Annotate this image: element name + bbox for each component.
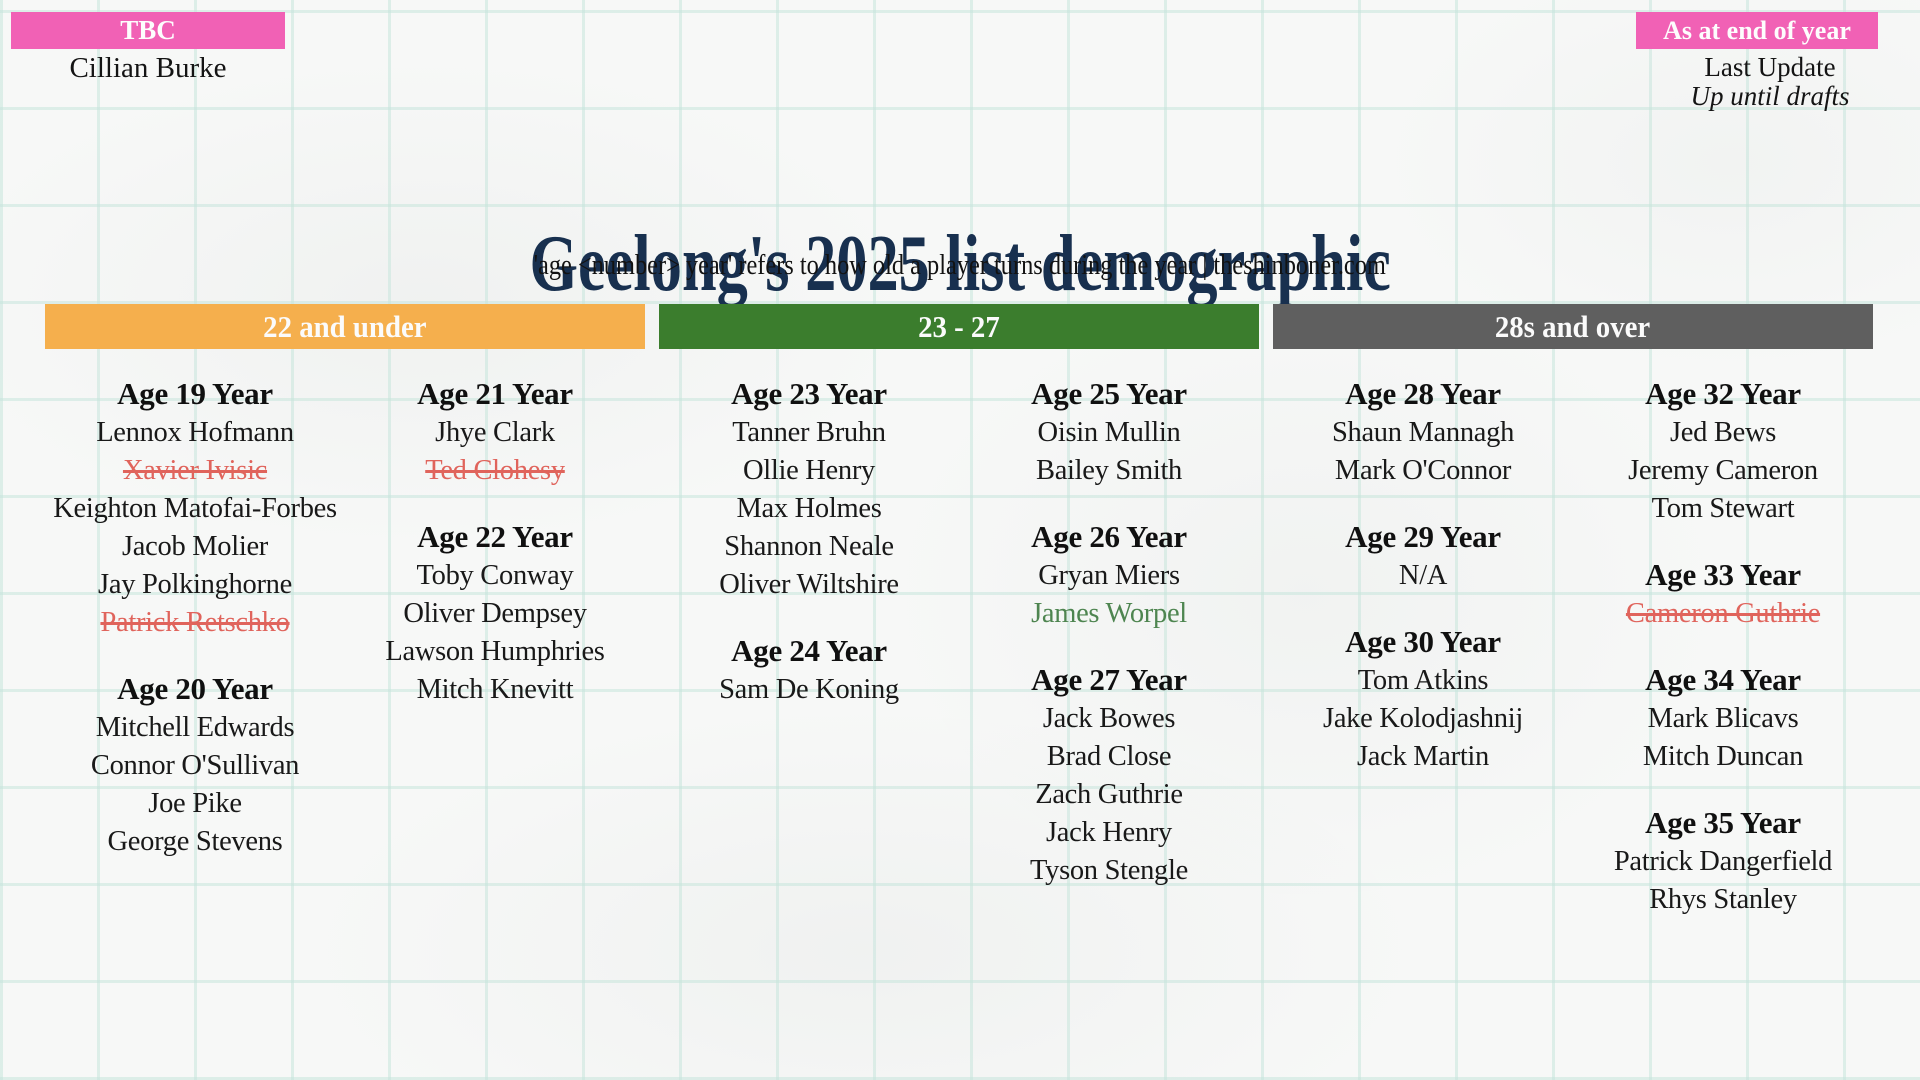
player-column: Age 19 Year Lennox Hofmann Xavier Ivisic Ke… [45,374,345,861]
player-name: Cameron Guthrie [1625,598,1821,629]
player-name: Oliver Wiltshire [719,569,899,600]
age-group-heading: Age 26 Year [1031,519,1187,554]
age-group-heading: Age 20 Year [117,671,273,706]
player-name: Tyson Stengle [1030,855,1188,886]
age-group-heading: Age 28 Year [1345,376,1501,411]
player-name: Tom Atkins [1357,665,1489,696]
age-group-heading: Age 35 Year [1645,805,1801,840]
player-name: Gryan Miers [1038,560,1180,591]
age-group-heading: Age 21 Year [417,376,573,411]
player-name: Brad Close [1046,741,1172,772]
player-name: Jake Kolodjashnij [1323,703,1523,734]
player-name: Lawson Humphries [385,636,605,667]
player-column: Age 23 Year Tanner Bruhn Ollie Henry Max Ho… [659,374,959,709]
last-update-label: Last Update [1704,52,1836,82]
player-name: Oisin Mullin [1037,417,1181,448]
player-name: Mark Blicavs [1647,703,1799,734]
page-title: Geelong's 2025 list demographic [0,222,1920,306]
group-header-label: 22 and under [263,309,427,344]
up-until-drafts-note: Up until drafts [1690,81,1850,111]
player-column: Age 21 Year Jhye Clark Ted Clohesy Age 22 Y… [345,374,645,709]
player-name: Ted Clohesy [425,455,565,486]
page-subtitle: 'age <number> year' refers to how old a … [0,250,1920,282]
player-name: Lennox Hofmann [96,417,294,448]
player-name: Jed Bews [1669,417,1777,448]
page-title-text: Geelong's 2025 list demographic [529,219,1391,308]
player-name: Shannon Neale [724,531,894,562]
player-name: Keighton Matofai-Forbes [53,493,337,524]
player-name: Mitch Duncan [1642,741,1804,772]
age-group-heading: Age 19 Year [117,376,273,411]
player-name: Tanner Bruhn [732,417,886,448]
player-name: James Worpel [1031,598,1187,629]
player-name: Sam De Koning [719,674,899,705]
age-group-heading: Age 24 Year [731,633,887,668]
page-subtitle-text: 'age <number> year' refers to how old a … [533,250,1387,281]
player-name: Xavier Ivisic [122,455,268,486]
player-name: Shaun Mannagh [1331,417,1515,448]
age-group-heading: Age 30 Year [1345,624,1501,659]
player-column: Age 32 Year Jed Bews Jeremy Cameron Tom Ste… [1573,374,1873,919]
player-name: Jack Bowes [1042,703,1176,734]
age-group-heading: Age 33 Year [1645,557,1801,592]
player-name: Jeremy Cameron [1628,455,1818,486]
player-name: Patrick Retschko [100,607,290,638]
age-group-heading: Age 27 Year [1031,662,1187,697]
player-name: Joe Pike [148,788,242,819]
player-name: Jhye Clark [435,417,555,448]
player-name: Rhys Stanley [1649,884,1797,915]
player-column: Age 25 Year Oisin Mullin Bailey Smith Age 2… [959,374,1259,890]
player-name: Jay Polkinghorne [98,569,292,600]
player-name: Mark O'Connor [1334,455,1512,486]
group-header-label: 28s and over [1495,309,1651,344]
player-name: Patrick Dangerfield [1613,846,1833,877]
tbc-badge: TBC [11,12,285,49]
group-header-23-27: 23 - 27 [659,304,1259,349]
player-name: Bailey Smith [1035,455,1183,486]
player-name: Mitchell Edwards [95,712,295,743]
age-group-heading: Age 29 Year [1345,519,1501,554]
as-at-end-of-year-badge: As at end of year [1636,12,1878,49]
player-name: Oliver Dempsey [403,598,587,629]
age-group-heading: Age 22 Year [417,519,573,554]
player-name: Jack Martin [1356,741,1490,772]
player-name: George Stevens [107,826,283,857]
age-group-heading: Age 32 Year [1645,376,1801,411]
age-group-heading: Age 25 Year [1031,376,1187,411]
player-name: Connor O'Sullivan [90,750,300,781]
age-group-heading: Age 23 Year [731,376,887,411]
player-name: Mitch Knevitt [416,674,574,705]
player-name: Zach Guthrie [1035,779,1183,810]
player-name: Toby Conway [416,560,574,591]
group-header-28s-and-over: 28s and over [1273,304,1873,349]
player-name: Ollie Henry [742,455,876,486]
tbc-player-name: Cillian Burke [69,52,227,84]
player-name: N/A [1398,560,1448,591]
player-name: Jacob Molier [122,531,268,562]
group-header-label: 23 - 27 [918,309,1000,344]
player-name: Jack Henry [1046,817,1172,848]
player-column: Age 28 Year Shaun Mannagh Mark O'Connor Age… [1273,374,1573,776]
player-name: Tom Stewart [1651,493,1795,524]
age-group-heading: Age 34 Year [1645,662,1801,697]
group-header-22-and-under: 22 and under [45,304,645,349]
player-name: Max Holmes [736,493,882,524]
